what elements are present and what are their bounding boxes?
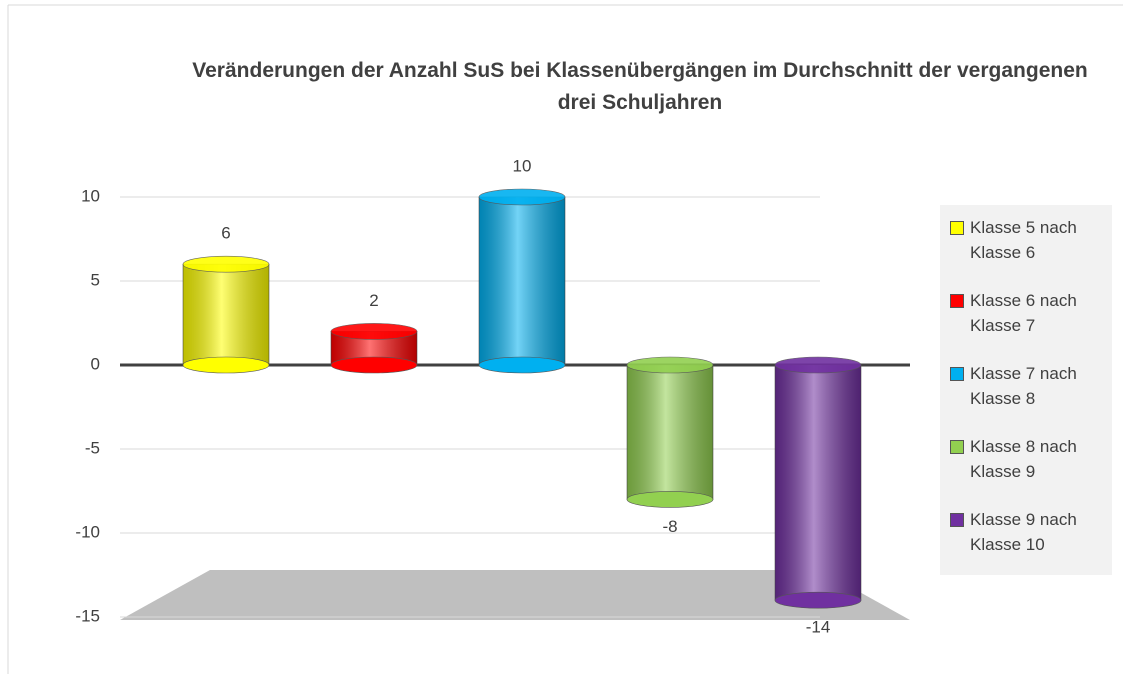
legend-entry: Klasse 6 nach Klasse 7 (950, 288, 1110, 338)
y-tick-label: 10 (81, 186, 100, 205)
legend-label: Klasse 6 nach Klasse 7 (970, 291, 1077, 335)
legend-entry: Klasse 8 nach Klasse 9 (950, 434, 1110, 484)
bar-cap (478, 188, 566, 206)
legend: Klasse 5 nach Klasse 6 Klasse 6 nach Klas… (940, 205, 1112, 575)
legend-swatch (950, 513, 964, 527)
bar-end (774, 591, 862, 609)
bar-end (330, 356, 418, 374)
bar-end (626, 491, 714, 508)
bar-shading (479, 197, 565, 365)
legend-swatch (950, 440, 964, 454)
bar-cap (626, 356, 714, 374)
y-tick-label: -10 (75, 522, 100, 541)
y-tick-label: 0 (91, 354, 100, 373)
bar-shading (183, 264, 269, 365)
legend-swatch (950, 294, 964, 308)
legend-label: Klasse 8 nach Klasse 9 (970, 437, 1077, 481)
data-label: 6 (221, 224, 230, 243)
legend-label: Klasse 9 nach Klasse 10 (970, 510, 1077, 554)
data-label: -14 (806, 618, 831, 637)
legend-swatch (950, 367, 964, 381)
floor (120, 570, 910, 620)
bar-shading (627, 365, 713, 500)
legend-label: Klasse 7 nach Klasse 8 (970, 364, 1077, 408)
bar-shading (775, 365, 861, 601)
data-label: -8 (662, 517, 677, 536)
legend-label: Klasse 5 nach Klasse 6 (970, 218, 1077, 262)
y-tick-label: 5 (91, 270, 100, 289)
data-label: 2 (369, 291, 378, 310)
legend-entry: Klasse 5 nach Klasse 6 (950, 215, 1110, 265)
y-tick-label: -15 (75, 606, 100, 625)
bar-cap (182, 255, 270, 273)
data-label: 10 (513, 156, 532, 175)
bar-cap (330, 323, 418, 340)
bar-end (182, 356, 270, 374)
bar-cap (774, 356, 862, 374)
legend-entry: Klasse 9 nach Klasse 10 (950, 507, 1110, 557)
bar-end (478, 356, 566, 374)
chart-title: Veränderungen der Anzahl SuS bei Klassen… (192, 59, 1088, 114)
y-tick-label: -5 (85, 438, 100, 457)
legend-swatch (950, 221, 964, 235)
legend-entry: Klasse 7 nach Klasse 8 (950, 361, 1110, 411)
